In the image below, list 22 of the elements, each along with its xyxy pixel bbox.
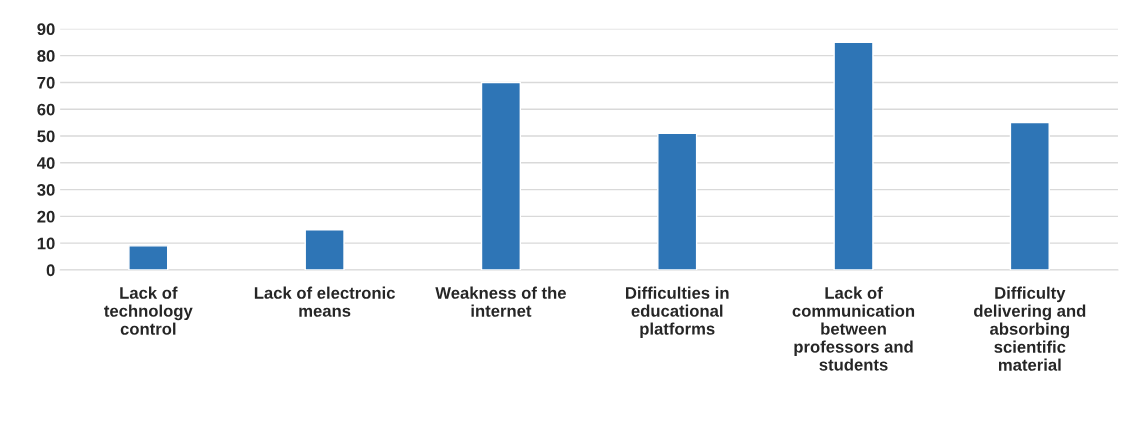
y-tick-label: 50 bbox=[37, 130, 55, 143]
y-tick-label: 40 bbox=[37, 157, 55, 169]
bar bbox=[833, 41, 874, 270]
bar bbox=[657, 132, 698, 270]
y-tick-label: 60 bbox=[37, 103, 55, 116]
y-tick-label: 80 bbox=[37, 50, 55, 62]
bar bbox=[1009, 121, 1050, 270]
x-tick-label: Lack of technology control bbox=[104, 286, 193, 335]
bar bbox=[128, 245, 169, 270]
x-tick-label: Difficulties in educational platforms bbox=[626, 286, 729, 339]
y-tick-label: 10 bbox=[37, 237, 55, 250]
bar bbox=[304, 229, 345, 270]
x-tick-label: Weakness of the internet bbox=[435, 286, 566, 317]
x-tick-label: Difficulty delivering and absorbing scientific material bbox=[974, 286, 1086, 371]
bar bbox=[480, 81, 522, 270]
x-tick-label: Lack of communication between professors and students bbox=[792, 286, 915, 371]
x-tick-label: Lack of electronic means bbox=[254, 286, 395, 317]
y-tick-label: 90 bbox=[37, 23, 55, 36]
y-tick-label: 30 bbox=[37, 183, 55, 196]
y-tick-label: 20 bbox=[37, 210, 55, 223]
y-tick-label: 0 bbox=[46, 264, 55, 277]
y-tick-label: 70 bbox=[37, 76, 55, 89]
